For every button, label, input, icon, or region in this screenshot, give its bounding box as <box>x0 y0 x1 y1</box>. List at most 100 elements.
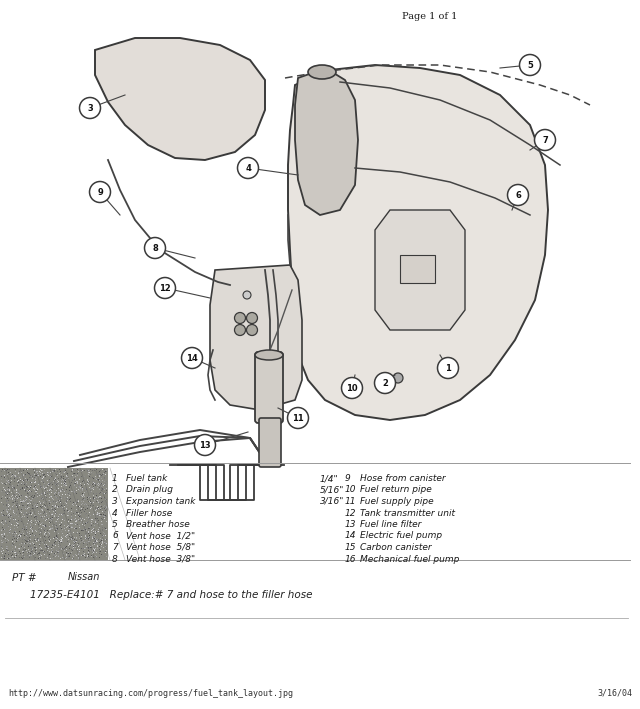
Point <box>77 515 87 526</box>
Point <box>20 503 31 515</box>
Point <box>17 496 28 508</box>
Text: 11: 11 <box>292 414 304 423</box>
Point <box>70 520 80 532</box>
Point <box>54 467 65 479</box>
Point <box>28 482 38 493</box>
Point <box>78 465 88 476</box>
Point <box>19 550 29 562</box>
Point <box>56 486 66 497</box>
Point <box>10 481 20 493</box>
Point <box>54 548 64 559</box>
Point <box>56 470 66 481</box>
Point <box>12 552 22 563</box>
Point <box>19 465 29 476</box>
Point <box>19 547 29 558</box>
Point <box>97 519 107 530</box>
Point <box>69 536 79 547</box>
Point <box>36 482 47 493</box>
Point <box>96 487 106 498</box>
Point <box>61 498 72 510</box>
Point <box>95 528 106 540</box>
Point <box>32 486 42 498</box>
Point <box>47 492 57 503</box>
Point <box>88 491 99 503</box>
Point <box>1 475 12 486</box>
Point <box>38 504 48 515</box>
Point <box>4 495 14 506</box>
Point <box>41 496 51 507</box>
Point <box>88 532 99 544</box>
Point <box>5 527 15 539</box>
Point <box>10 525 20 537</box>
Point <box>51 508 61 519</box>
Point <box>42 492 52 503</box>
Point <box>38 497 49 508</box>
Point <box>84 476 95 488</box>
Point <box>20 491 30 502</box>
Point <box>36 526 47 537</box>
Point <box>66 540 76 552</box>
Point <box>77 494 88 506</box>
Point <box>73 546 83 557</box>
Point <box>69 539 79 550</box>
Point <box>35 471 45 482</box>
Point <box>16 511 26 523</box>
Point <box>10 542 20 553</box>
Point <box>12 506 22 518</box>
Point <box>58 493 68 505</box>
Point <box>36 549 47 561</box>
Point <box>59 518 69 530</box>
Point <box>81 504 91 515</box>
Point <box>29 483 39 494</box>
Point <box>7 536 17 547</box>
Point <box>82 477 92 489</box>
Point <box>60 503 70 515</box>
Point <box>90 505 100 516</box>
Point <box>84 491 94 503</box>
Point <box>44 489 54 500</box>
Point <box>56 509 67 520</box>
Point <box>97 513 107 525</box>
Point <box>9 477 19 489</box>
Point <box>38 496 49 508</box>
Point <box>68 486 78 497</box>
Point <box>40 520 51 531</box>
Point <box>20 470 31 481</box>
Point <box>79 469 89 481</box>
Point <box>38 545 48 557</box>
Point <box>25 532 35 543</box>
Point <box>9 519 19 530</box>
Point <box>26 529 36 540</box>
Point <box>54 519 64 530</box>
Point <box>93 503 104 514</box>
Point <box>51 484 61 495</box>
Point <box>35 537 45 549</box>
Point <box>83 547 93 558</box>
Point <box>59 476 69 487</box>
Point <box>49 532 60 543</box>
Point <box>5 518 15 529</box>
Point <box>87 497 97 508</box>
Point <box>86 464 96 475</box>
Point <box>84 499 94 510</box>
Point <box>18 508 28 520</box>
Point <box>90 526 100 537</box>
Point <box>36 483 46 494</box>
Point <box>25 515 35 527</box>
Point <box>0 485 9 496</box>
Point <box>45 534 55 545</box>
Point <box>29 469 40 481</box>
Point <box>3 535 13 546</box>
Point <box>6 474 17 486</box>
Point <box>47 509 58 520</box>
Point <box>74 513 84 524</box>
Point <box>0 464 10 476</box>
Circle shape <box>508 184 529 206</box>
Point <box>59 503 69 514</box>
Point <box>92 480 102 491</box>
Point <box>6 481 17 493</box>
Point <box>56 471 67 482</box>
Point <box>29 538 39 549</box>
Point <box>72 519 83 530</box>
Point <box>84 532 94 543</box>
